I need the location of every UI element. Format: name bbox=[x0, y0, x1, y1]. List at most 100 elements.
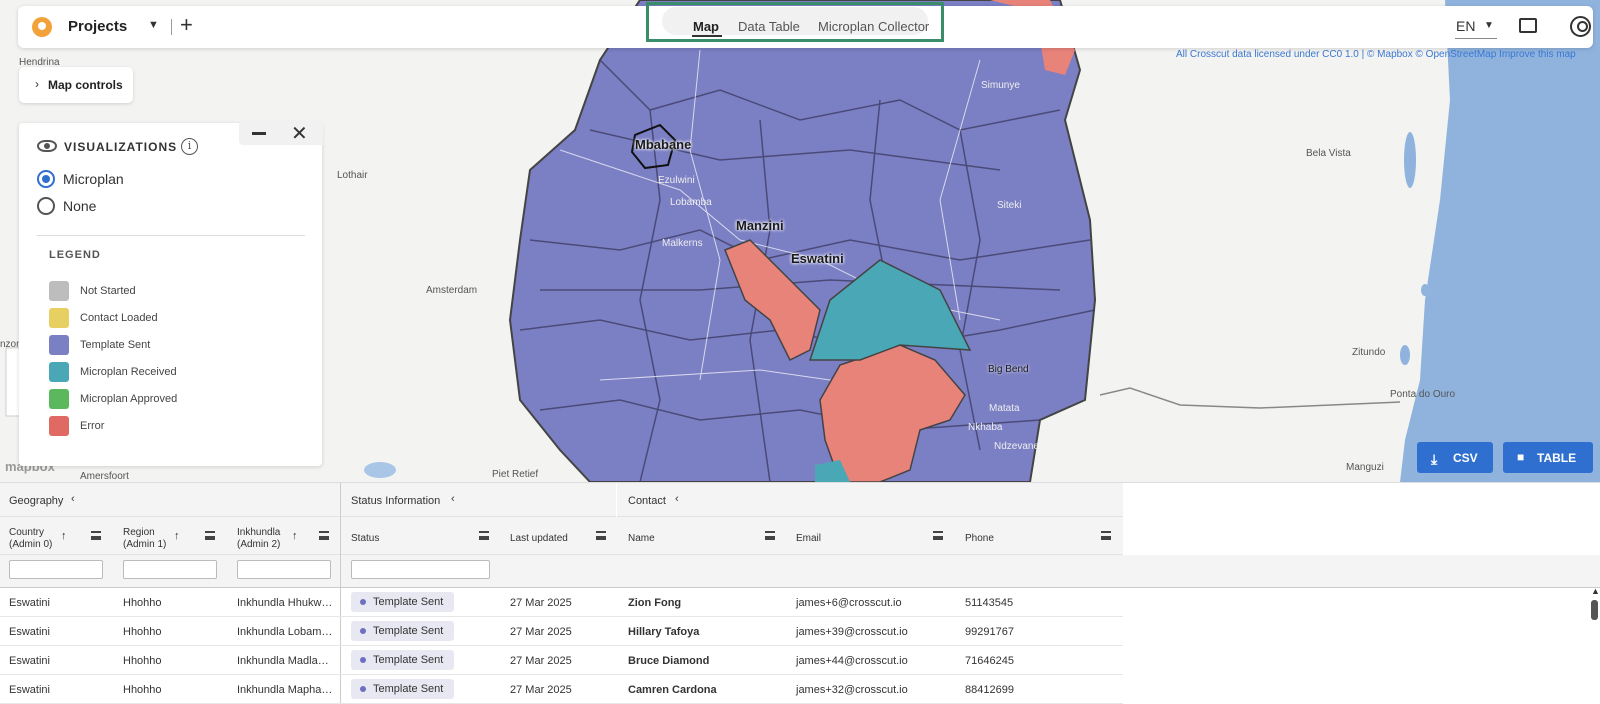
group-label-geography: Geography bbox=[9, 495, 64, 507]
col-country[interactable]: Country (Admin 0) bbox=[9, 527, 53, 550]
scroll-up-icon[interactable]: ▲ bbox=[1591, 586, 1600, 596]
language-underline bbox=[1455, 38, 1497, 39]
column-menu-icon[interactable] bbox=[1101, 531, 1111, 540]
cell-inkhundla: Inkhundla Mapha… bbox=[237, 684, 333, 696]
cell-last-updated: 27 Mar 2025 bbox=[510, 597, 572, 609]
col-region[interactable]: Region (Admin 1) bbox=[123, 527, 167, 550]
col-name[interactable]: Name bbox=[628, 533, 655, 544]
cell-email: james+32@crosscut.io bbox=[796, 684, 908, 696]
app-logo-icon[interactable] bbox=[32, 17, 52, 37]
cell-phone: 71646245 bbox=[965, 655, 1014, 667]
map-label-amersfoort: Amersfoort bbox=[80, 471, 129, 482]
legend-label: Contact Loaded bbox=[80, 312, 158, 324]
col-inkhundla[interactable]: Inkhundla (Admin 2) bbox=[237, 527, 281, 550]
status-dot-icon bbox=[360, 657, 366, 663]
info-icon[interactable]: i bbox=[181, 138, 198, 155]
map-label-belavista: Bela Vista bbox=[1306, 148, 1351, 159]
chat-icon[interactable] bbox=[1519, 18, 1537, 33]
cell-last-updated: 27 Mar 2025 bbox=[510, 626, 572, 638]
collapse-icon[interactable]: ‹ bbox=[451, 493, 455, 505]
chevron-down-icon[interactable]: ▼ bbox=[148, 19, 159, 31]
map-label-siteki: Siteki bbox=[997, 200, 1022, 211]
table-row[interactable]: Eswatini Hhohho Inkhundla Lobam… Templat… bbox=[0, 617, 1123, 646]
visualizations-panel: ✕ VISUALIZATIONS i Microplan None LEGEND… bbox=[19, 120, 323, 466]
map-attribution[interactable]: All Crosscut data licensed under CC0 1.0… bbox=[1176, 49, 1576, 60]
close-icon[interactable]: ✕ bbox=[291, 123, 308, 145]
map-label-zitundo: Zitundo bbox=[1352, 347, 1386, 358]
map-geometry bbox=[5, 0, 1600, 482]
cell-inkhundla: Inkhundla Madla… bbox=[237, 655, 329, 667]
status-badge: Template Sent bbox=[351, 592, 454, 612]
table-row[interactable]: Eswatini Hhohho Inkhundla Mapha… Templat… bbox=[0, 675, 1123, 704]
tab-map[interactable]: Map bbox=[693, 19, 719, 34]
column-menu-icon[interactable] bbox=[91, 531, 101, 540]
column-menu-icon[interactable] bbox=[596, 531, 606, 540]
radio-label-none[interactable]: None bbox=[63, 198, 97, 214]
tabs-highlight bbox=[646, 2, 944, 42]
column-menu-icon[interactable] bbox=[765, 531, 775, 540]
save-table-button[interactable]: ■ TABLE bbox=[1503, 442, 1593, 473]
chevron-right-icon: › bbox=[35, 77, 39, 91]
table-row[interactable]: Eswatini Hhohho Inkhundla Madla… Templat… bbox=[0, 646, 1123, 675]
group-label-contact: Contact bbox=[628, 495, 666, 507]
table-row[interactable]: Eswatini Hhohho Inkhundla Hhukw… Templat… bbox=[0, 588, 1123, 617]
projects-menu[interactable]: Projects bbox=[68, 18, 128, 35]
cell-region: Hhohho bbox=[123, 597, 162, 609]
download-icon: ⤓ bbox=[1431, 451, 1438, 467]
save-icon: ■ bbox=[1517, 450, 1525, 464]
radio-none[interactable] bbox=[37, 197, 55, 215]
cell-phone: 99291767 bbox=[965, 626, 1014, 638]
cell-phone: 88412699 bbox=[965, 684, 1014, 696]
filter-region-input[interactable] bbox=[123, 560, 217, 579]
active-tab-indicator bbox=[692, 35, 722, 37]
collapse-icon[interactable]: ‹ bbox=[71, 493, 75, 505]
tab-data-table[interactable]: Data Table bbox=[738, 19, 800, 34]
legend-label: Microplan Approved bbox=[80, 393, 178, 405]
column-menu-icon[interactable] bbox=[205, 531, 215, 540]
map-label-nkhaba: Nkhaba bbox=[968, 422, 1003, 433]
column-menu-icon[interactable] bbox=[319, 531, 329, 540]
map-label-mbabane: Mbabane bbox=[635, 137, 692, 152]
map-label-pietretief: Piet Retief bbox=[492, 469, 539, 480]
col-email[interactable]: Email bbox=[796, 533, 822, 544]
map-label-simunye: Simunye bbox=[981, 80, 1020, 91]
legend-label: Error bbox=[80, 420, 105, 432]
user-circle-icon[interactable] bbox=[1570, 16, 1591, 37]
map-controls-button[interactable]: › Map controls bbox=[19, 67, 133, 103]
sort-asc-icon[interactable]: ↑ bbox=[292, 530, 298, 542]
legend-label: Not Started bbox=[80, 285, 136, 297]
radio-microplan[interactable] bbox=[37, 170, 55, 188]
col-last-updated[interactable]: Last updated bbox=[510, 533, 568, 544]
filter-inkhundla-input[interactable] bbox=[237, 560, 331, 579]
cell-country: Eswatini bbox=[9, 655, 50, 667]
vertical-scrollbar[interactable] bbox=[1591, 600, 1598, 620]
minimize-icon[interactable] bbox=[252, 132, 266, 135]
status-dot-icon bbox=[360, 599, 366, 605]
legend-swatch-microplan-received bbox=[49, 362, 69, 382]
legend-label: Template Sent bbox=[80, 339, 151, 351]
map-label-ezulwini: Ezulwini bbox=[658, 175, 695, 186]
radio-label-microplan[interactable]: Microplan bbox=[63, 171, 124, 187]
tab-microplan-collector[interactable]: Microplan Collector bbox=[818, 19, 930, 34]
data-grid: Geography ‹ Status Information ‹ Contact… bbox=[0, 482, 1600, 704]
map-label-malkerns: Malkerns bbox=[662, 238, 703, 249]
collapse-icon[interactable]: ‹ bbox=[675, 493, 679, 505]
col-phone[interactable]: Phone bbox=[965, 533, 994, 544]
filter-status-input[interactable] bbox=[351, 560, 490, 579]
column-menu-icon[interactable] bbox=[479, 531, 489, 540]
language-select[interactable]: EN bbox=[1456, 18, 1476, 34]
column-menu-icon[interactable] bbox=[933, 531, 943, 540]
cell-email: james+39@crosscut.io bbox=[796, 626, 908, 638]
sort-asc-icon[interactable]: ↑ bbox=[174, 530, 180, 542]
cell-country: Eswatini bbox=[9, 597, 50, 609]
cell-region: Hhohho bbox=[123, 626, 162, 638]
map-label-manguzi: Manguzi bbox=[1346, 462, 1384, 473]
download-csv-button[interactable]: ⤓ CSV bbox=[1417, 442, 1493, 473]
legend-swatch-template-sent bbox=[49, 335, 69, 355]
col-status[interactable]: Status bbox=[351, 533, 380, 544]
filter-country-input[interactable] bbox=[9, 560, 103, 579]
add-project-icon[interactable]: + bbox=[180, 12, 193, 37]
chevron-down-icon[interactable]: ▼ bbox=[1484, 20, 1494, 31]
sort-asc-icon[interactable]: ↑ bbox=[61, 530, 67, 542]
status-text: Template Sent bbox=[373, 654, 444, 666]
